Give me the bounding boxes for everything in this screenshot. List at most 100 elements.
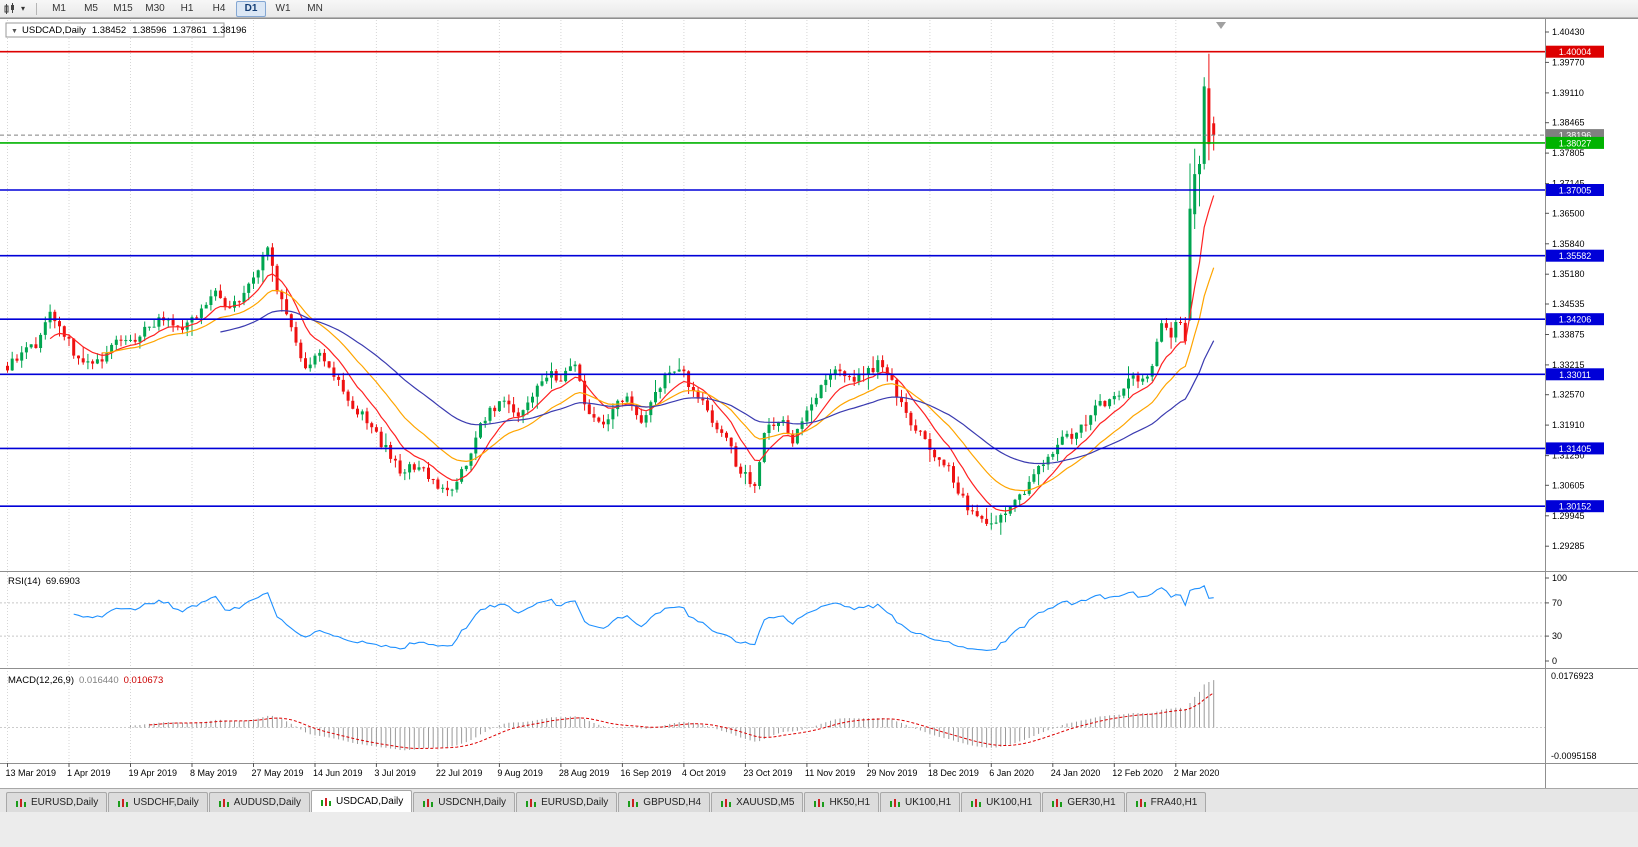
price-tick-label: 1.31250 bbox=[1552, 451, 1585, 461]
macd-signal-line bbox=[149, 692, 1214, 750]
rsi-panel[interactable] bbox=[0, 585, 1545, 651]
collapse-ohlc-icon[interactable]: ▼ bbox=[11, 28, 18, 35]
date-tick-label: 9 Aug 2019 bbox=[497, 768, 543, 778]
timeframe-button-m5[interactable]: M5 bbox=[84, 2, 98, 14]
chart-tab-label: HK50,H1 bbox=[829, 797, 871, 808]
ohlc-low: 1.37861 bbox=[173, 25, 207, 36]
chart-tab-usdcad-daily[interactable]: USDCAD,Daily bbox=[311, 790, 413, 812]
date-tick-label: 12 Feb 2020 bbox=[1112, 768, 1163, 778]
chart-tab-ger30-h1[interactable]: GER30,H1 bbox=[1042, 792, 1125, 812]
price-tick-label: 1.35840 bbox=[1552, 239, 1585, 249]
chart-tab-audusd-daily[interactable]: AUDUSD,Daily bbox=[208, 792, 311, 812]
support-line-blue-label-box bbox=[1546, 442, 1604, 455]
chart-background[interactable] bbox=[0, 18, 1638, 788]
chart-shift-marker[interactable] bbox=[1216, 22, 1226, 29]
chart-tab-uk100-h1[interactable]: UK100,H1 bbox=[880, 792, 961, 812]
chart-tab-icon bbox=[16, 798, 26, 807]
chart-tab-gbpusd-h4[interactable]: GBPUSD,H4 bbox=[618, 792, 711, 812]
chart-tab-label: FRA40,H1 bbox=[1150, 797, 1198, 808]
chart-tab-usdcnh-daily[interactable]: USDCNH,Daily bbox=[413, 792, 516, 812]
chart-tab-icon bbox=[890, 798, 901, 807]
date-tick-label: 3 Jul 2019 bbox=[374, 768, 416, 778]
macd-panel[interactable] bbox=[0, 680, 1545, 751]
support-line-blue-label: 1.33011 bbox=[1559, 370, 1591, 380]
rsi-label: RSI(14) 69.6903 bbox=[8, 576, 80, 587]
chart-tab-label: UK100,H1 bbox=[905, 797, 952, 808]
chart-tab-hk50-h1[interactable]: HK50,H1 bbox=[804, 792, 880, 812]
date-tick-label: 4 Oct 2019 bbox=[682, 768, 726, 778]
support-line-blue-label: 1.34206 bbox=[1559, 315, 1592, 325]
ohlc-high: 1.38596 bbox=[132, 25, 166, 36]
date-tick-label: 18 Dec 2019 bbox=[928, 768, 979, 778]
support-line-blue-label-box bbox=[1546, 249, 1604, 262]
rsi-line bbox=[73, 585, 1214, 651]
chart-tab-uk100-h1[interactable]: UK100,H1 bbox=[961, 792, 1042, 812]
date-tick-label: 22 Jul 2019 bbox=[436, 768, 483, 778]
support-line-blue-label: 1.30152 bbox=[1559, 502, 1592, 512]
macd-axis-max: 0.0176923 bbox=[1551, 671, 1594, 681]
usdcad-daily-chart[interactable]: 1.40430 1.39770 1.39110 1.38465 1.37805 1.371… bbox=[0, 18, 1638, 788]
date-tick-label: 28 Aug 2019 bbox=[559, 768, 610, 778]
timeframe-button-m30[interactable]: M30 bbox=[145, 2, 165, 14]
price-tick-label: 1.34535 bbox=[1552, 299, 1585, 309]
support-line-blue-label-box bbox=[1546, 368, 1604, 381]
ma-line-9 bbox=[49, 195, 1215, 512]
chart-tab-icon bbox=[423, 798, 434, 807]
price-tick-label: 1.29945 bbox=[1552, 511, 1585, 521]
timeframe-button-w1[interactable]: W1 bbox=[275, 2, 291, 14]
timeframe-button-d1[interactable]: D1 bbox=[236, 0, 267, 17]
chart-tab-icon bbox=[1135, 798, 1146, 807]
date-tick-label: 16 Sep 2019 bbox=[620, 768, 671, 778]
support-line-blue-label: 1.37005 bbox=[1559, 186, 1592, 196]
timeframe-button-m1[interactable]: M1 bbox=[52, 2, 66, 14]
price-axis[interactable]: 1.40430 1.39770 1.39110 1.38465 1.37805 1.371… bbox=[1545, 27, 1585, 666]
date-tick-label: 24 Jan 2020 bbox=[1051, 768, 1101, 778]
grid-lines bbox=[7, 20, 1177, 763]
timeframe-button-h1[interactable]: H1 bbox=[180, 2, 194, 14]
rsi-value: 69.6903 bbox=[46, 576, 80, 587]
chart-tab-fra40-h1[interactable]: FRA40,H1 bbox=[1125, 792, 1207, 812]
rsi-scale-label: 0 bbox=[1552, 656, 1557, 666]
chart-tab-usdchf-daily[interactable]: USDCHF,Daily bbox=[108, 792, 208, 812]
rsi-name: RSI(14) bbox=[8, 576, 41, 587]
date-tick-label: 27 May 2019 bbox=[252, 768, 304, 778]
chart-tab-label: XAUUSD,M5 bbox=[736, 797, 795, 808]
timeframe-button-h4[interactable]: H4 bbox=[212, 2, 226, 14]
price-tick-label: 1.36500 bbox=[1552, 208, 1585, 218]
date-tick-label: 11 Nov 2019 bbox=[805, 768, 855, 778]
chart-tab-label: GER30,H1 bbox=[1067, 797, 1116, 808]
chart-tab-icon bbox=[321, 797, 332, 806]
chart-tab-icon bbox=[628, 798, 639, 807]
timeframe-button-m15[interactable]: M15 bbox=[113, 2, 133, 14]
date-tick-label: 13 Mar 2019 bbox=[6, 768, 57, 778]
date-tick-label: 1 Apr 2019 bbox=[67, 768, 111, 778]
date-axis[interactable]: 13 Mar 2019 1 Apr 2019 19 Apr 2019 8 May 20… bbox=[6, 763, 1220, 778]
price-tick-label: 1.29285 bbox=[1552, 541, 1585, 551]
date-tick-label: 23 Oct 2019 bbox=[743, 768, 792, 778]
timeframe-buttons: M1 M5 M15 M30 H1 H4 D1 W1 MN bbox=[44, 0, 330, 17]
ma-line-20 bbox=[102, 267, 1215, 492]
support-line-blue-label-box bbox=[1546, 500, 1604, 513]
chart-symbol-period: USDCAD,Daily bbox=[22, 25, 86, 36]
timeframe-button-mn[interactable]: MN bbox=[307, 2, 323, 14]
support-line-blue-label: 1.31405 bbox=[1559, 444, 1592, 454]
chart-tab-icon bbox=[1052, 798, 1063, 807]
chart-tab-icon bbox=[721, 798, 732, 807]
dropdown-caret-icon[interactable]: ▾ bbox=[21, 4, 26, 13]
chart-tab-icon bbox=[526, 798, 537, 807]
chart-type-icon[interactable] bbox=[4, 2, 18, 15]
chart-tab-label: USDCNH,Daily bbox=[438, 797, 507, 808]
support-line-green-label: 1.38027 bbox=[1559, 138, 1592, 148]
chart-tab-eurusd-daily[interactable]: EURUSD,Daily bbox=[516, 792, 618, 812]
chart-title: USDCAD,Daily 1.38452 1.38596 1.37861 1.38196 bbox=[22, 25, 247, 36]
chart-tab-icon bbox=[118, 798, 129, 807]
status-bar bbox=[0, 812, 1638, 847]
macd-label: MACD(12,26,9) 0.016440 0.010673 bbox=[8, 675, 163, 686]
chart-tab-xauusd-m5[interactable]: XAUUSD,M5 bbox=[711, 792, 804, 812]
rsi-scale-label: 100 bbox=[1552, 573, 1567, 583]
macd-main-value: 0.016440 bbox=[79, 675, 119, 686]
rsi-scale-label: 70 bbox=[1552, 598, 1562, 608]
chart-window[interactable]: 1.40430 1.39770 1.39110 1.38465 1.37805 1.371… bbox=[0, 18, 1638, 788]
chart-tab-eurusd-daily[interactable]: EURUSD,Daily bbox=[6, 792, 108, 812]
